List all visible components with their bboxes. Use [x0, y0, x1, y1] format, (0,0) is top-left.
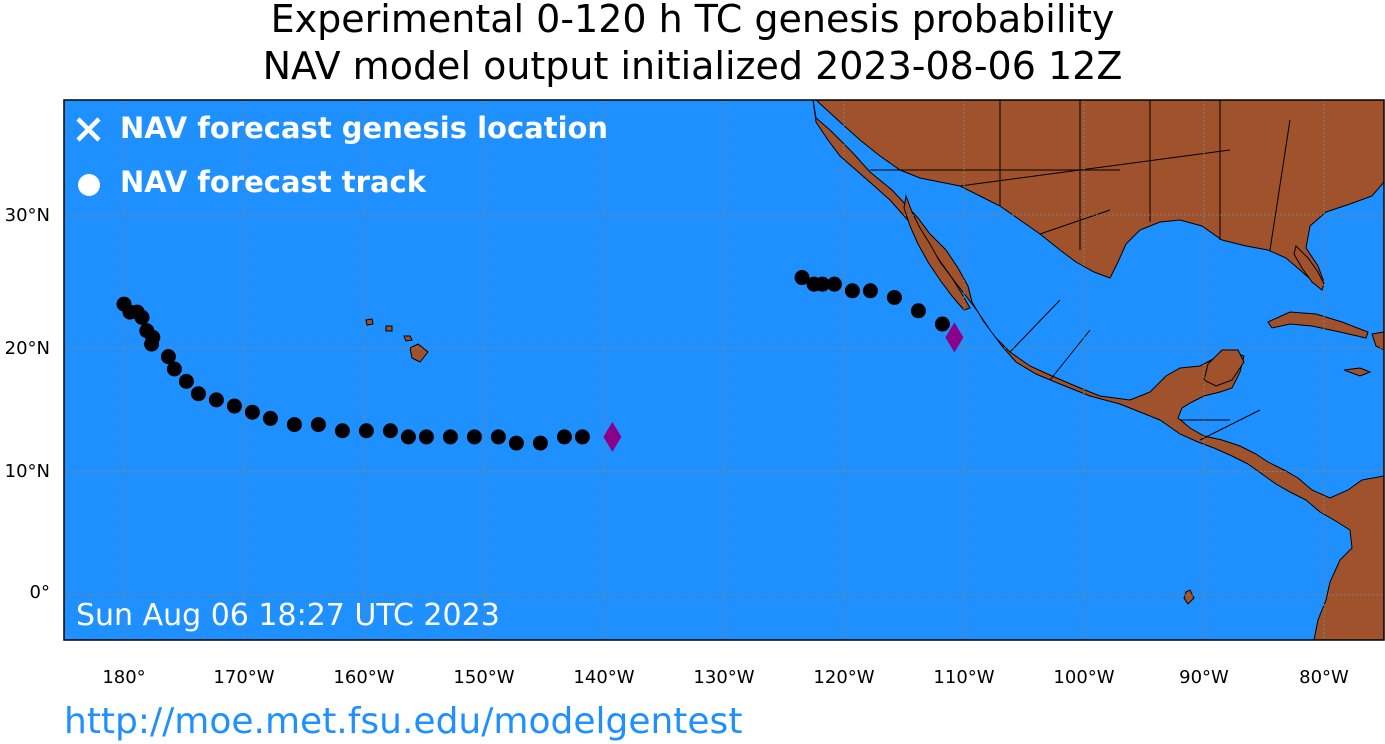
- latitude-tick-labels: 30°N 20°N 10°N 0°: [5, 205, 50, 603]
- landmass-north-america: [812, 100, 1384, 640]
- landmass-florida: [1293, 245, 1325, 291]
- track-point: [574, 429, 590, 445]
- legend-genesis-label: NAV forecast genesis location: [120, 111, 608, 145]
- track-point: [262, 410, 278, 426]
- track-point: [862, 283, 878, 299]
- track-point: [934, 316, 950, 332]
- forecast-tracks-layer: [116, 270, 964, 452]
- timestamp: Sun Aug 06 18:27 UTC 2023: [76, 598, 500, 633]
- map-frame: [63, 99, 1385, 641]
- track-point: [400, 429, 416, 445]
- landmass-baja-california: [903, 194, 971, 311]
- track-point: [358, 423, 374, 439]
- track-point: [286, 417, 302, 433]
- track-point: [886, 289, 902, 305]
- track-point: [334, 423, 350, 439]
- genesis-marker-diamond: [945, 322, 964, 353]
- lat-tick-label: 20°N: [5, 338, 50, 359]
- lon-tick-label: 130°W: [693, 667, 754, 688]
- legend-track-label: NAV forecast track: [120, 165, 427, 199]
- island-hispaniola: [1371, 331, 1384, 351]
- lon-tick-label: 140°W: [573, 667, 634, 688]
- lat-tick-label: 30°N: [5, 205, 50, 226]
- track-point: [244, 404, 260, 420]
- lat-tick-label: 0°: [30, 582, 50, 603]
- x-mark-icon: [76, 117, 101, 142]
- island-hawaii: [409, 343, 429, 363]
- chart-title-line1: Experimental 0-120 h TC genesis probabil…: [270, 0, 1115, 41]
- island-kauai: [365, 318, 374, 326]
- track-point: [144, 336, 160, 352]
- genesis-marker-diamond: [603, 421, 622, 452]
- lon-tick-label: 120°W: [813, 667, 874, 688]
- island-cuba: [1267, 311, 1369, 339]
- track-point: [178, 373, 194, 389]
- island-jamaica: [1343, 367, 1372, 377]
- filled-circle-icon: [78, 174, 100, 196]
- track-point: [442, 429, 458, 445]
- map-figure: NAV forecast genesis location NAV foreca…: [5, 99, 1385, 688]
- lon-tick-label: 100°W: [1053, 667, 1114, 688]
- island-galapagos: [1183, 589, 1195, 605]
- chart-title-line2: NAV model output initialized 2023-08-06 …: [262, 44, 1123, 88]
- track-point: [556, 429, 572, 445]
- track-point: [226, 398, 242, 414]
- track-point: [418, 429, 434, 445]
- gridlines: [64, 100, 1384, 640]
- lat-tick-label: 10°N: [5, 461, 50, 482]
- track-point: [532, 435, 548, 451]
- track-point: [794, 270, 810, 286]
- lon-tick-label: 90°W: [1179, 667, 1229, 688]
- lon-tick-label: 180°: [102, 667, 145, 688]
- track-point: [134, 309, 150, 325]
- track-point: [166, 361, 182, 377]
- state-borders: [870, 100, 1291, 441]
- track-point: [190, 386, 206, 402]
- track-point: [160, 349, 176, 365]
- track-point: [310, 417, 326, 433]
- lon-tick-label: 150°W: [453, 667, 514, 688]
- lon-tick-label: 160°W: [333, 667, 394, 688]
- track-point: [466, 429, 482, 445]
- track-point: [814, 276, 830, 292]
- track-point: [382, 423, 398, 439]
- track-point: [826, 276, 842, 292]
- track-point: [490, 429, 506, 445]
- track-point: [910, 303, 926, 319]
- longitude-tick-labels: 180° 170°W 160°W 150°W 140°W 130°W 120°W…: [102, 667, 1349, 688]
- track-point: [508, 435, 524, 451]
- land-layer: [365, 100, 1384, 640]
- landmass-united-states: [815, 100, 1384, 287]
- lon-tick-label: 80°W: [1299, 667, 1349, 688]
- track-point: [208, 392, 224, 408]
- legend: NAV forecast genesis location NAV foreca…: [76, 111, 608, 199]
- landmass-yucatan: [1203, 349, 1245, 387]
- lon-tick-label: 110°W: [933, 667, 994, 688]
- source-url-link[interactable]: http://moe.met.fsu.edu/modelgentest: [64, 701, 743, 742]
- track-point: [844, 283, 860, 299]
- lon-tick-label: 170°W: [213, 667, 274, 688]
- island-maui: [403, 335, 413, 342]
- island-oahu: [385, 325, 393, 332]
